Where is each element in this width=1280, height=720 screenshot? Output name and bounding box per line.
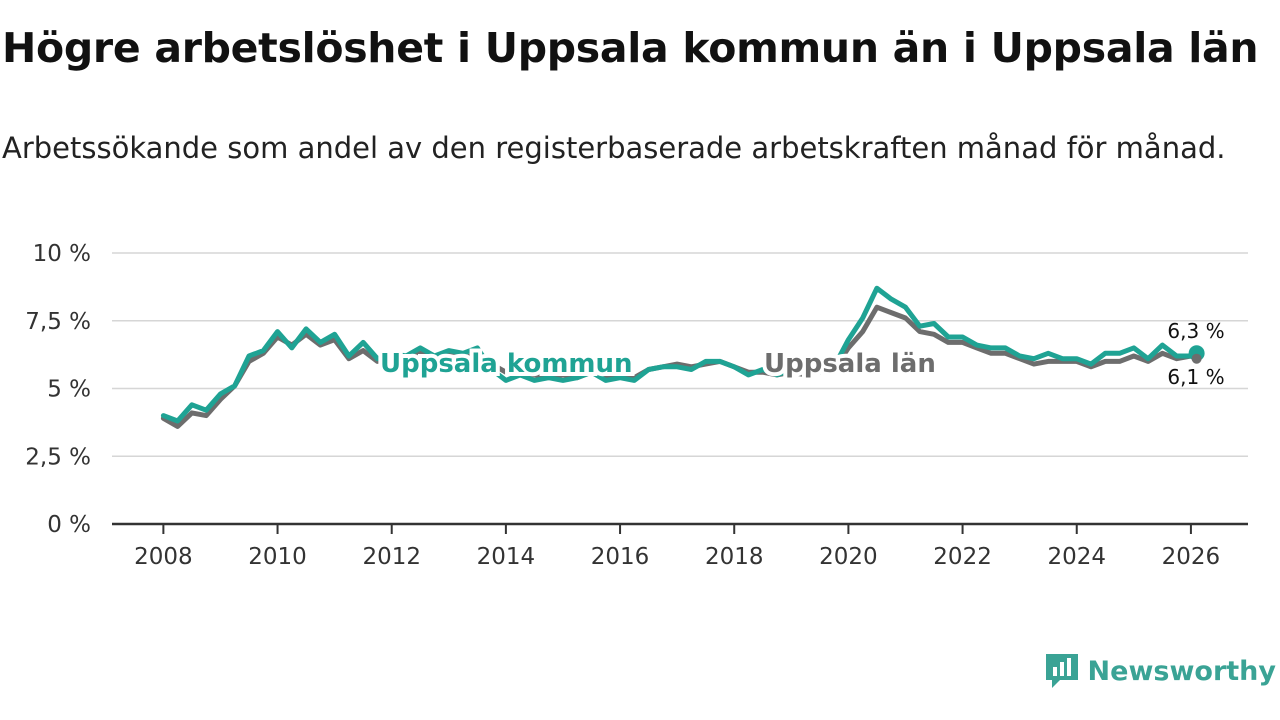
x-tick-label: 2016 — [591, 544, 650, 570]
end-point-uppsala-lan — [1191, 353, 1202, 364]
x-tick-label: 2022 — [933, 544, 992, 570]
x-tick-label: 2018 — [705, 544, 764, 570]
x-axis: 2008 2010 2012 2014 2016 2018 2020 2022 2024 2026 — [112, 522, 1248, 570]
x-tick-label: 2026 — [1162, 544, 1221, 570]
x-tick-label: 2010 — [248, 544, 307, 570]
newsworthy-logo[interactable]: Newsworthy — [1044, 652, 1276, 690]
y-axis-ticks: 0 % 2,5 % 5 % 7,5 % 10 % — [25, 241, 91, 538]
x-tick-label: 2008 — [134, 544, 193, 570]
y-tick-label: 10 % — [33, 241, 91, 267]
brand-name: Newsworthy — [1087, 655, 1276, 687]
gridlines — [112, 252, 1248, 457]
x-tick-label: 2012 — [362, 544, 421, 570]
end-label-kommun: 6,3 % — [1167, 319, 1224, 343]
series-line-uppsala-kommun — [160, 285, 1200, 424]
y-tick-label: 2,5 % — [25, 444, 91, 470]
x-tick-label: 2020 — [819, 544, 878, 570]
y-tick-label: 7,5 % — [25, 309, 91, 335]
series-label-uppsala-kommun: Uppsala kommun — [380, 349, 633, 379]
y-tick-label: 5 % — [47, 377, 91, 403]
series-lines — [160, 285, 1200, 429]
y-tick-label: 0 % — [47, 512, 91, 538]
series-line-uppsala-lan — [160, 304, 1200, 429]
series-label-uppsala-lan: Uppsala län — [764, 349, 936, 379]
chart-subtitle: Arbetssökande som andel av den registerb… — [2, 131, 1226, 165]
series-labels: 6,3 % 6,1 % Uppsala kommun Uppsala län — [376, 319, 1225, 389]
newsworthy-logo-icon — [1045, 654, 1078, 688]
x-tick-label: 2014 — [477, 544, 536, 570]
chart-title: Högre arbetslöshet i Uppsala kommun än i… — [2, 24, 1259, 72]
end-label-lan: 6,1 % — [1167, 365, 1224, 389]
x-tick-label: 2024 — [1047, 544, 1106, 570]
